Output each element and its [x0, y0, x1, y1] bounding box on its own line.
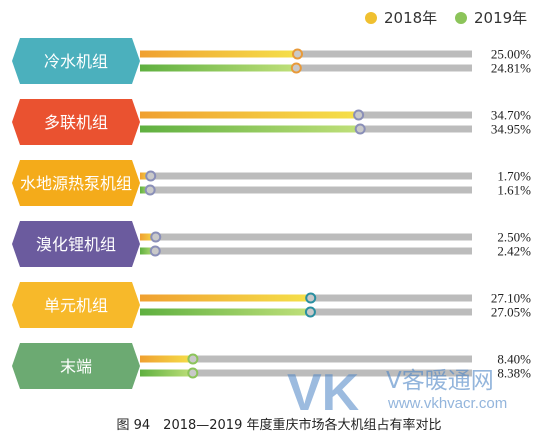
value-label-2018: 27.10%: [491, 291, 531, 306]
legend-label-2019: 2019年: [474, 9, 527, 27]
bar-track: [140, 50, 472, 58]
bar-2019: [140, 64, 297, 72]
bar-track: [140, 64, 472, 72]
bar-track: [140, 355, 472, 363]
category-badge: [12, 38, 140, 84]
chart-row: 多联机组 34.70%34.95%: [12, 99, 531, 145]
bar-track: [140, 369, 472, 377]
category-label: 冷水机组: [44, 52, 108, 71]
category-badge: [12, 221, 140, 267]
bar-track: [140, 186, 472, 194]
chart-row: 单元机组 27.10%27.05%: [12, 282, 531, 328]
category-label: 末端: [60, 357, 92, 376]
figure-caption: 图 94 2018—2019 年度重庆市场各大机组占有率对比: [117, 417, 442, 433]
bar-2019: [140, 125, 361, 133]
bar-end-marker: [149, 245, 161, 257]
bar-end-marker: [187, 367, 199, 379]
bar-end-marker: [304, 306, 316, 318]
category-badge: [12, 282, 140, 328]
value-label-2019: 1.61%: [497, 183, 531, 198]
legend: 2018年 2019年: [365, 9, 527, 27]
bar-2018: [140, 50, 298, 58]
legend-swatch-2019: [455, 12, 467, 24]
bar-track: [140, 233, 472, 241]
bar-2018: [140, 111, 359, 119]
bar-end-marker: [290, 62, 302, 74]
chart-row: 溴化锂机组 2.50%2.42%: [12, 221, 531, 267]
value-label-2018: 34.70%: [491, 108, 531, 123]
bar-end-marker: [292, 48, 303, 60]
bar-2018: [140, 355, 193, 363]
value-label-2018: 25.00%: [491, 47, 531, 62]
watermark-logo: VK: [287, 364, 360, 422]
value-label-2019: 24.81%: [491, 61, 531, 76]
chart-row: 水地源热泵机组 1.70%1.61%: [12, 160, 531, 206]
value-label-2019: 2.42%: [497, 244, 531, 259]
chart-row: 冷水机组 25.00%24.81%: [12, 38, 531, 84]
bar-2019: [140, 247, 156, 255]
bar-end-marker: [305, 292, 317, 304]
legend-swatch-2018: [365, 12, 377, 24]
category-badge: [12, 343, 140, 389]
bar-track: [140, 172, 472, 180]
value-label-2018: 2.50%: [497, 230, 531, 245]
bar-2019: [140, 369, 193, 377]
legend-label-2018: 2018年: [384, 9, 437, 27]
bar-end-marker: [144, 184, 156, 196]
bar-2018: [140, 233, 156, 241]
watermark-site-name: V客暖通网: [386, 368, 494, 394]
watermark: VK V客暖通网 www.vkhvacr.com: [287, 364, 507, 422]
category-badge: [12, 160, 140, 206]
category-label: 水地源热泵机组: [20, 174, 132, 193]
value-label-2019: 8.38%: [497, 366, 531, 381]
bar-end-marker: [145, 170, 157, 182]
watermark-url: www.vkhvacr.com: [387, 395, 507, 412]
category-label: 多联机组: [44, 113, 108, 132]
bar-track: [140, 247, 472, 255]
category-label: 溴化锂机组: [36, 235, 116, 254]
value-label-2019: 27.05%: [491, 305, 531, 320]
chart-row: 末端 8.40%8.38%: [12, 343, 531, 389]
bar-end-marker: [150, 231, 162, 243]
bar-end-marker: [354, 123, 366, 135]
bar-end-marker: [353, 109, 365, 121]
value-label-2019: 34.95%: [491, 122, 531, 137]
chart-rows: 冷水机组 25.00%24.81% 多联机组 34.70%34.95% 水地源热泵机组 1…: [12, 38, 531, 389]
category-badge: [12, 99, 140, 145]
value-label-2018: 8.40%: [497, 352, 531, 367]
bar-end-marker: [187, 353, 199, 365]
bar-2019: [140, 308, 311, 316]
value-label-2018: 1.70%: [497, 169, 531, 184]
bar-2018: [140, 294, 311, 302]
category-label: 单元机组: [44, 296, 108, 315]
